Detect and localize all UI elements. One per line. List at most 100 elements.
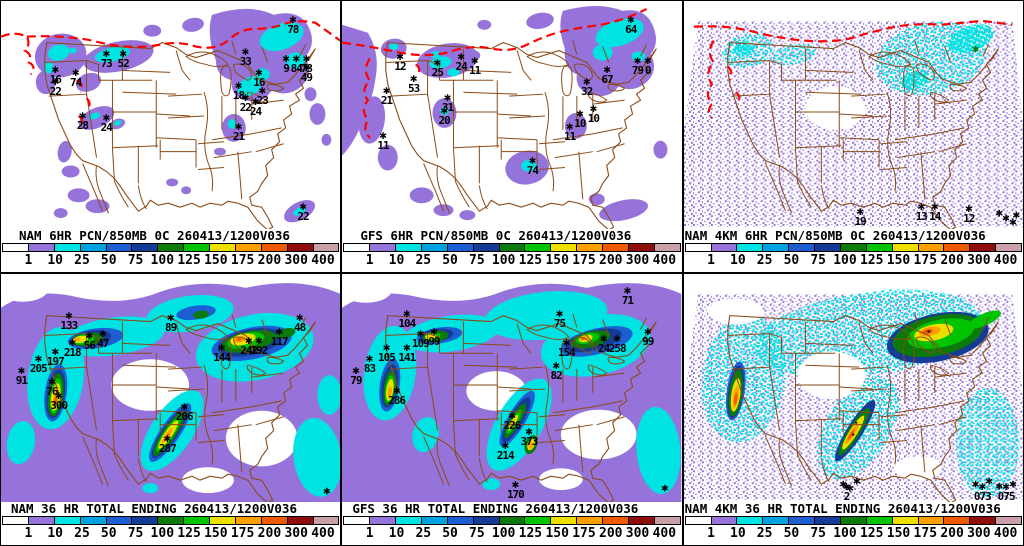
colorbar-segment-pink (653, 244, 680, 251)
forecast-panel-nam4km-36hr: ✱ ✱ ✱ ✱ 2 ✱ ✱ ✱ ✱ ✱ 073 ✱ 075 NAM 4KM 36 HR TOTAL END… (683, 274, 1023, 545)
colorbar-label: 100 (491, 253, 516, 268)
colorbar-label: 10 (730, 526, 746, 541)
colorbar-segment-orange_red (260, 244, 287, 251)
colorbar-label: 25 (74, 526, 90, 541)
precip-map-graphic (342, 276, 682, 502)
colorbar-label: 75 (469, 526, 485, 541)
colorbar-label: 75 (127, 526, 144, 541)
colorbar-labels: 1 10 25 50 75 100 125 150 175 200 300 400 (342, 252, 682, 272)
colorbar-label: 75 (469, 253, 485, 268)
colorbar-segment-blue (446, 517, 473, 524)
colorbar-segment-orange (576, 517, 603, 524)
colorbar-segment-blue (105, 244, 132, 251)
colorbar-segment-green (524, 517, 551, 524)
colorbar-labels: 1 10 25 50 75 100 125 150 175 200 300 400 (683, 525, 1023, 545)
colorbar-segment-white (685, 244, 711, 251)
colorbar-label: 300 (967, 253, 991, 268)
colorbar-segment-navy (131, 517, 158, 524)
colorbar-segment-orange_red (943, 517, 970, 524)
colorbar-segment-dark_red (969, 244, 996, 251)
colorbar-segment-dark_red (286, 517, 313, 524)
colorbar-label: 300 (284, 253, 308, 268)
colorbar-segment-cyan (395, 244, 421, 251)
colorbar-label: 10 (47, 253, 63, 268)
colorbar-label: 200 (940, 253, 964, 268)
colorbar-labels: 1 10 25 50 75 100 125 150 175 200 300 400 (342, 525, 682, 545)
colorbar-segment-pink (995, 244, 1022, 251)
colorbar-label: 50 (442, 526, 458, 541)
colorbar-segment-dark_green (157, 517, 184, 524)
colorbar-label: 175 (913, 253, 938, 268)
colorbar-segment-purple (27, 517, 54, 524)
colorbar-label: 100 (491, 526, 516, 541)
colorbar-label: 150 (545, 253, 569, 268)
colorbar-label: 300 (625, 253, 650, 268)
precip-map-graphic (683, 289, 1023, 502)
colorbar-segment-azure (420, 517, 447, 524)
colorbar-segment-pink (312, 517, 339, 524)
colorbar-segment-white (344, 244, 370, 251)
colorbar-segment-purple (369, 244, 396, 251)
colorbar-label: 150 (886, 253, 911, 268)
colorbar-label: 200 (940, 526, 964, 541)
forecast-panel-nam4km-6hr: ✱ 19 ✱ 13 ✱ 14 ✱ 12 ✱ ✱ ✱ ✱ ✱ NAM 4KM 6HR PCN/850MB 0… (683, 1, 1023, 272)
colorbar-segment-dark_green (498, 517, 525, 524)
colorbar-label: 125 (859, 253, 884, 268)
colorbar-segment-blue (788, 517, 815, 524)
colorbar-label: 175 (230, 526, 255, 541)
colorbar-segment-navy (472, 244, 499, 251)
colorbar-label: 400 (652, 526, 677, 541)
colorbar-label: 300 (967, 526, 991, 541)
colorbar-label: 1 (24, 253, 33, 268)
colorbar-segment-white (3, 244, 28, 251)
colorbar-label: 125 (177, 253, 201, 268)
colorbar-segment-yellow (209, 517, 235, 524)
colorbar-label: 400 (993, 526, 1018, 541)
colorbar-label: 50 (783, 253, 800, 268)
colorbar-segment-azure (762, 244, 789, 251)
colorbar (684, 516, 1022, 525)
colorbar-segment-orange (576, 244, 603, 251)
forecast-panel-gfs-6hr: ✱ 64 ✱ 12 ✱ 25 ✱ 24 ✱ 11 ✱ 53 ✱ 21 ✱ 31 ✱ 20 ✱ 11 ✱ 74 ✱ 32 ✱ 67 ✱… (342, 1, 682, 272)
colorbar-label: 10 (388, 526, 405, 541)
colorbar-label: 175 (572, 526, 596, 541)
colorbar-label: 1 (365, 253, 374, 268)
colorbar-segment-cyan (53, 244, 80, 251)
colorbar-label: 125 (177, 526, 201, 541)
colorbar-segment-dark_red (627, 517, 654, 524)
colorbar-segment-purple (710, 244, 737, 251)
colorbar-segment-azure (420, 244, 447, 251)
colorbar-label: 10 (730, 253, 746, 268)
map-nam-6hr: ✱ 78 ✱ 73 ✱ 52 ✱ 33 ✱ 16 ✱ 74 ✱ 22 ✱ 28 ✱ 24 ✱ 16 ✱ 18 ✱ 23 ✱ 22 ✱… (1, 1, 341, 229)
colorbar-label: 75 (810, 253, 826, 268)
colorbar-label: 100 (150, 253, 175, 268)
colorbar-label: 100 (150, 526, 175, 541)
map-gfs-36hr: ✱ 71 ✱ 104 ✱ 109 ✱ 99 ✱ 105 ✱ 141 ✱ 83 ✱ 79 ✱ 286 ✱ 75 ✱ 154 ✱… (342, 274, 682, 502)
colorbar (2, 516, 340, 525)
colorbar-label: 50 (783, 526, 800, 541)
colorbar-label: 150 (204, 526, 228, 541)
map-nam4km-6hr: ✱ 19 ✱ 13 ✱ 14 ✱ 12 ✱ ✱ ✱ ✱ ✱ (683, 1, 1023, 229)
colorbar-segment-azure (762, 517, 789, 524)
map-nam4km-36hr: ✱ ✱ ✱ ✱ 2 ✱ ✱ ✱ ✱ ✱ 073 ✱ 075 (683, 274, 1023, 502)
colorbar-label: 200 (599, 253, 623, 268)
colorbar-labels: 1 10 25 50 75 100 125 150 175 200 300 400 (1, 525, 341, 545)
precip-map-graphic (683, 19, 1023, 229)
colorbar-label: 300 (625, 526, 650, 541)
colorbar-segment-blue (105, 517, 132, 524)
colorbar-label: 1 (365, 526, 374, 541)
colorbar-segment-green (524, 244, 551, 251)
colorbar-segment-white (685, 517, 711, 524)
colorbar-segment-dark_red (969, 517, 996, 524)
colorbar-label: 25 (415, 526, 432, 541)
precip-map-graphic (342, 5, 668, 229)
panel-title: NAM 6HR PCN/850MB 0C 260413/1200V036 (1, 229, 341, 243)
colorbar-segment-dark_green (839, 244, 866, 251)
map-nam-36hr: ✱ 133 ✱ 89 ✱ 56 ✱ 47 ✱ 218 ✱ 197 ✱ 205 ✱ 91 ✱ 76 ✱ 300 ✱ 206 ✱… (1, 274, 341, 502)
colorbar-label: 100 (833, 526, 857, 541)
colorbar-segment-navy (472, 517, 499, 524)
colorbar-label: 75 (810, 526, 826, 541)
colorbar-segment-pink (995, 517, 1022, 524)
colorbar (343, 516, 681, 525)
